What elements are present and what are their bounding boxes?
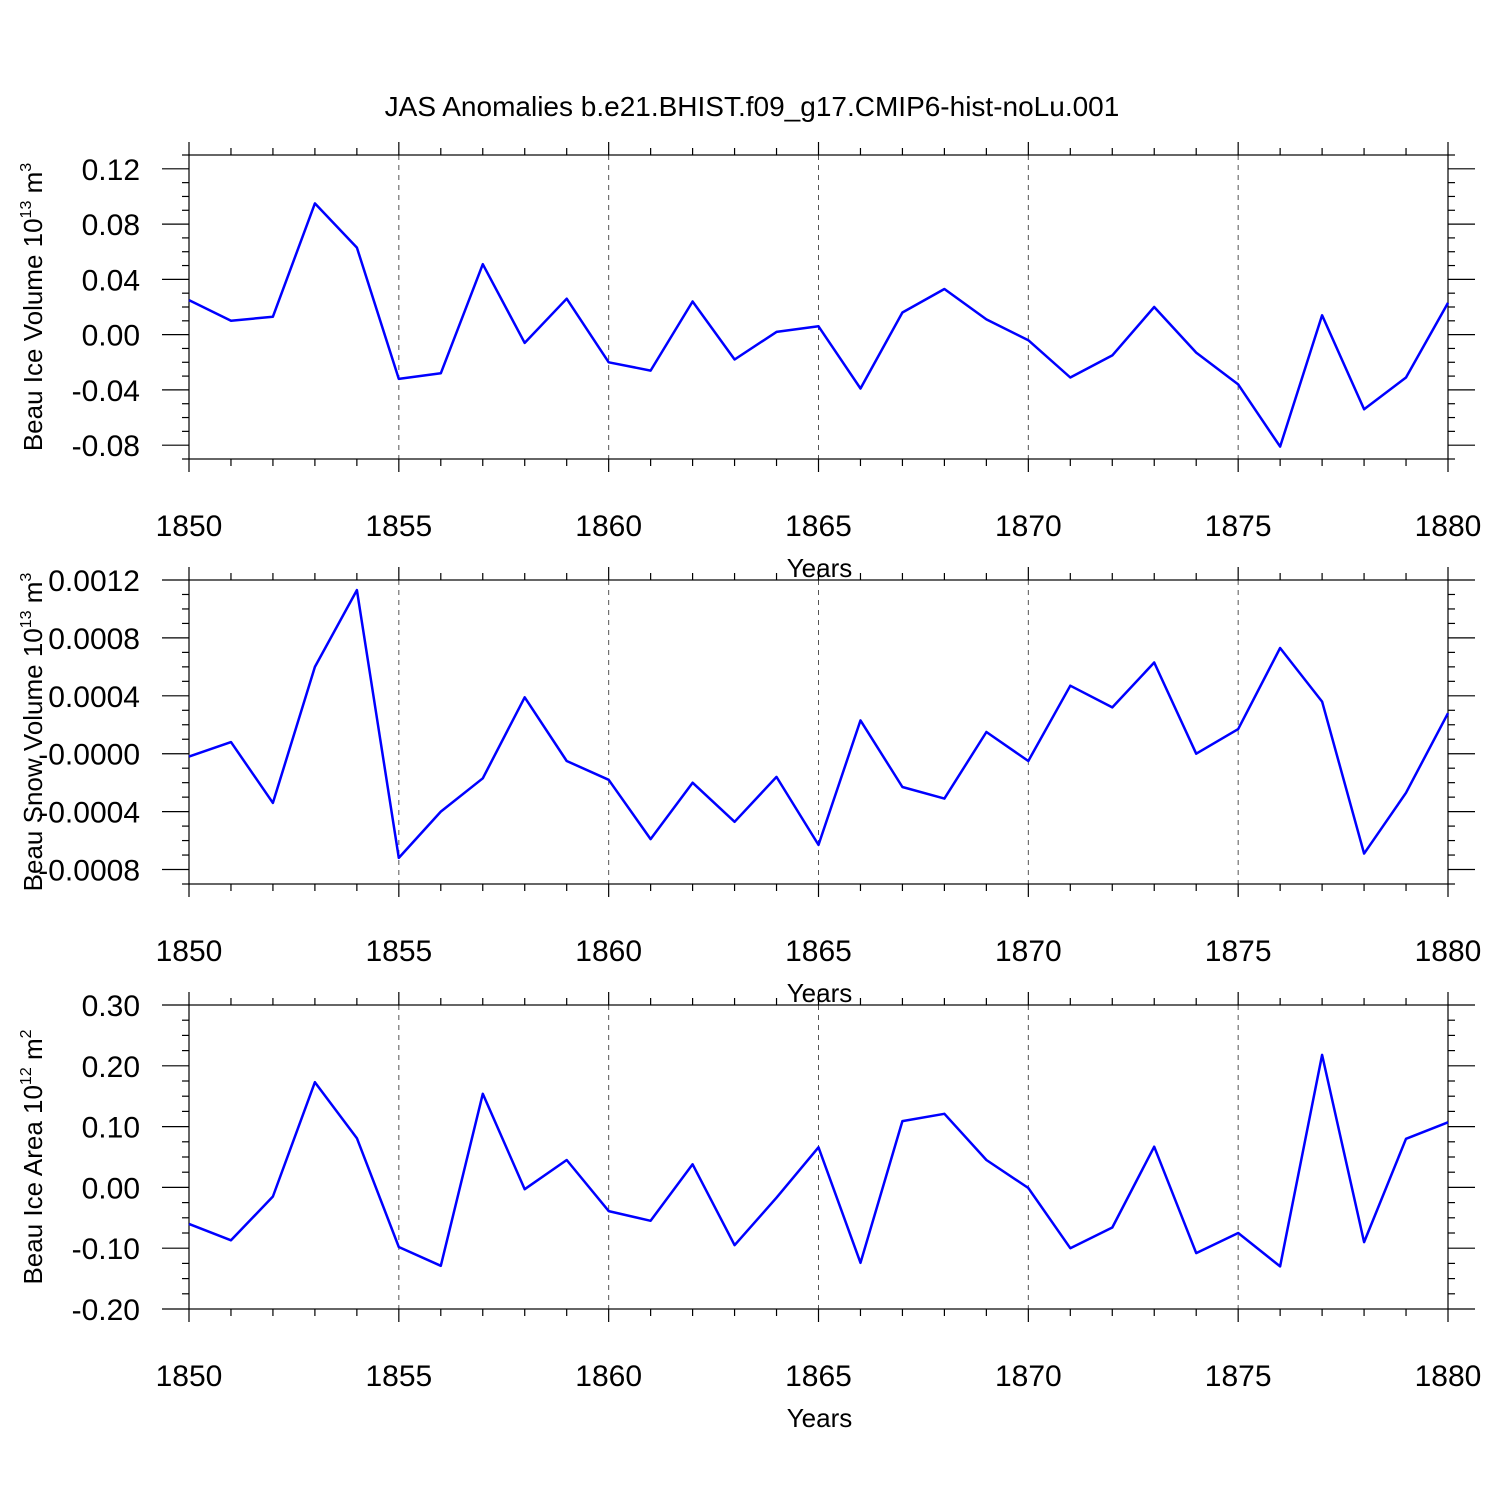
- y-axis-label-unit-exp: 3: [18, 163, 35, 172]
- y-tick-label: 0.0004: [48, 681, 140, 714]
- x-tick-label: 1865: [785, 1360, 852, 1393]
- data-line: [188, 202, 1450, 448]
- y-tick-label: 0.10: [82, 1112, 140, 1145]
- x-tick-label: 1875: [1205, 510, 1272, 543]
- y-tick-label: -0.0000: [38, 739, 140, 772]
- y-tick-label: 0.00: [82, 320, 140, 353]
- x-axis-label: Years: [787, 978, 853, 1008]
- y-tick-label: 0.0008: [48, 623, 140, 656]
- x-tick-label: 1875: [1205, 1360, 1272, 1393]
- chart-title: JAS Anomalies b.e21.BHIST.f09_g17.CMIP6-…: [385, 91, 1120, 122]
- y-axis-label-unit: m: [18, 172, 48, 201]
- y-axis-label-main: Beau Ice Area 10: [18, 1085, 48, 1284]
- y-tick-label: -0.10: [72, 1233, 140, 1266]
- data-line: [188, 1053, 1449, 1268]
- y-tick-label: 0.20: [82, 1051, 140, 1084]
- x-tick-label: 1880: [1415, 510, 1482, 543]
- x-tick-label: 1860: [575, 1360, 642, 1393]
- y-tick-label: 0.0012: [48, 565, 140, 598]
- x-tick-label: 1855: [365, 935, 432, 968]
- y-axis-label: Beau Ice Area 1012 m2: [18, 1029, 48, 1284]
- y-tick-label: 0.08: [82, 209, 140, 242]
- x-tick-label: 1870: [995, 510, 1062, 543]
- x-tick-label: 1865: [785, 510, 852, 543]
- y-axis-label-exp: 13: [18, 610, 35, 628]
- y-tick-label: -0.0004: [38, 797, 140, 830]
- panel-2: -0.0008 -0.0004 -0.0000 0.0004 0.0008 0.0012 1…: [18, 565, 1481, 1008]
- x-tick-label: 1850: [156, 510, 223, 543]
- x-tick-label: 1870: [995, 935, 1062, 968]
- x-tick-label: 1850: [156, 1360, 223, 1393]
- x-axis-label: Years: [787, 1403, 853, 1433]
- panel-1: -0.08 -0.04 0.00 0.04 0.08 0.12 1850 1855 1860 18…: [18, 142, 1481, 583]
- x-tick-label: 1865: [785, 935, 852, 968]
- x-tick-label: 1875: [1205, 935, 1272, 968]
- x-tick-label: 1880: [1415, 935, 1482, 968]
- data-line: [188, 588, 1450, 860]
- y-axis-label-main: Beau Snow Volume 10: [18, 628, 48, 891]
- y-axis-label-exp: 12: [18, 1067, 35, 1085]
- y-axis-label-unit-exp: 3: [18, 573, 35, 582]
- y-tick-label: -0.20: [72, 1294, 140, 1327]
- x-axis-label: Years: [787, 553, 853, 583]
- x-tick-label: 1855: [365, 1360, 432, 1393]
- y-tick-label: 0.30: [82, 990, 140, 1023]
- y-axis-label-unit-exp: 2: [18, 1029, 35, 1038]
- y-axis-label: Beau Ice Volume 1013 m3: [18, 163, 48, 451]
- y-tick-label: 0.12: [82, 154, 140, 187]
- y-axis-label-exp: 13: [18, 201, 35, 219]
- x-tick-label: 1880: [1415, 1360, 1482, 1393]
- x-tick-label: 1860: [575, 935, 642, 968]
- y-axis-label-main: Beau Ice Volume 10: [18, 218, 48, 451]
- x-tick-label: 1860: [575, 510, 642, 543]
- y-axis-label: Beau Snow Volume 1013 m3: [18, 573, 48, 892]
- y-tick-label: -0.08: [72, 430, 140, 463]
- y-tick-label: -0.0008: [38, 855, 140, 888]
- panel-3: -0.20 -0.10 0.00 0.10 0.20 0.30 1850 1855 1860 18…: [18, 990, 1481, 1433]
- y-axis-label-unit: m: [18, 1038, 48, 1067]
- x-tick-label: 1850: [156, 935, 223, 968]
- x-tick-label: 1855: [365, 510, 432, 543]
- y-axis-label-unit: m: [18, 582, 48, 611]
- x-tick-label: 1870: [995, 1360, 1062, 1393]
- y-tick-label: -0.04: [72, 375, 140, 408]
- y-tick-label: 0.04: [82, 264, 140, 297]
- y-tick-label: 0.00: [82, 1172, 140, 1205]
